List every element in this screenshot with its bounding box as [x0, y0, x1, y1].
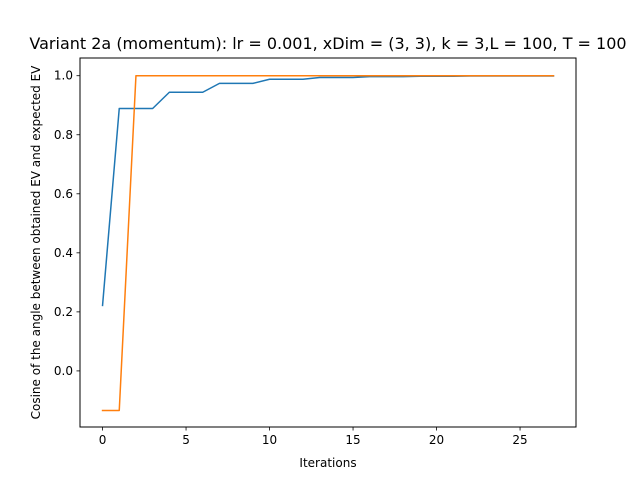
- y-tick-label: 0.0: [54, 364, 73, 378]
- y-tick-label: 1.0: [54, 69, 73, 83]
- series-layer: [101, 74, 555, 412]
- x-axis-label: Iterations: [299, 456, 356, 470]
- x-axis-ticks: 0 5 10 15 20 25: [99, 427, 528, 447]
- x-tick-label: 20: [429, 433, 444, 447]
- y-tick-label: 0.8: [54, 128, 73, 142]
- x-tick-label: 10: [262, 433, 277, 447]
- series-line-2: [101, 74, 555, 412]
- y-tick-label: 0.6: [54, 187, 73, 201]
- y-tick-label: 0.4: [54, 246, 73, 260]
- x-tick-label: 25: [512, 433, 527, 447]
- y-tick-label: 0.2: [54, 305, 73, 319]
- chart-title: Variant 2a (momentum): lr = 0.001, xDim …: [29, 34, 626, 53]
- x-tick-label: 0: [99, 433, 107, 447]
- plot-frame: [79, 57, 577, 428]
- y-axis-label: Cosine of the angle between obtained EV …: [29, 65, 43, 420]
- y-axis-ticks: 0.0 0.2 0.4 0.6 0.8 1.0: [54, 69, 80, 378]
- x-tick-label: 15: [345, 433, 360, 447]
- x-tick-label: 5: [182, 433, 190, 447]
